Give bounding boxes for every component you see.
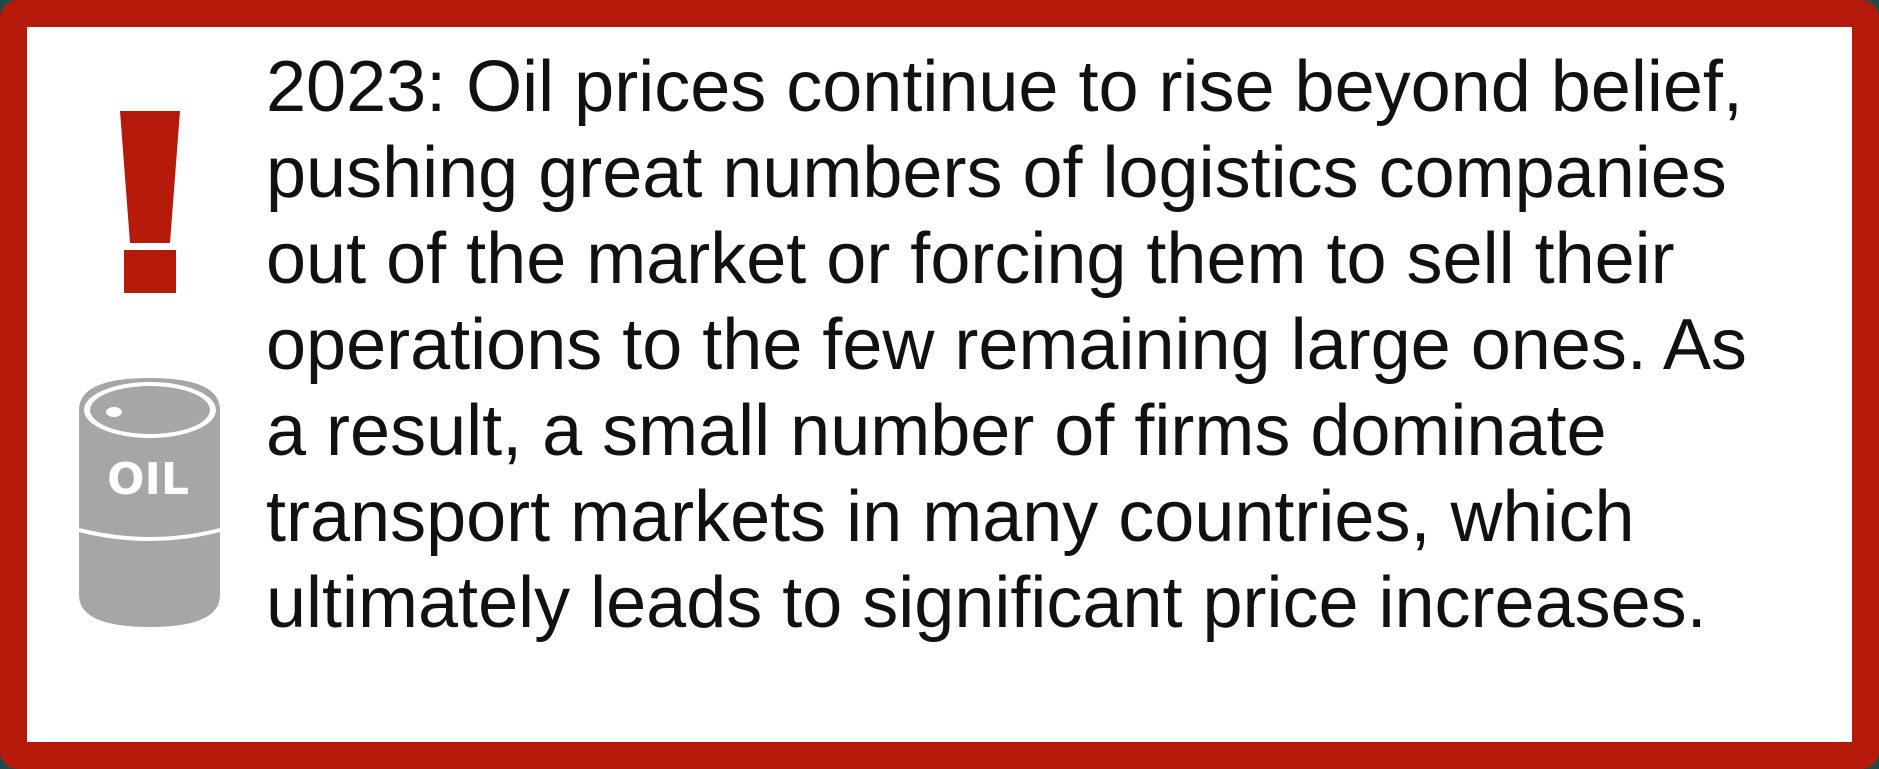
barrel-label: OIL <box>107 454 189 505</box>
message-line: a result, a small number of firms domina… <box>266 391 1607 471</box>
icons: OIL <box>78 111 221 627</box>
message-line: ultimately leads to significant price in… <box>266 563 1707 643</box>
message-line: out of the market or forcing them to sel… <box>266 219 1675 299</box>
barrel-body <box>79 378 220 627</box>
exclamation-dot <box>124 250 176 293</box>
message: 2023: Oil prices continue to rise beyond… <box>266 44 1747 646</box>
barrel-cap <box>106 407 122 417</box>
barrel-ring <box>78 528 221 541</box>
message-line: 2023: Oil prices continue to rise beyond… <box>266 47 1743 127</box>
barrel-lid <box>90 386 210 434</box>
message-line: pushing great numbers of logistics compa… <box>266 133 1727 213</box>
message-line: transport markets in many countries, whi… <box>266 477 1635 557</box>
exclamation-bar <box>120 111 180 243</box>
oil-barrel-icon: OIL <box>78 378 221 627</box>
exclamation-icon <box>120 111 180 293</box>
message-line: operations to the few remaining large on… <box>266 305 1747 385</box>
